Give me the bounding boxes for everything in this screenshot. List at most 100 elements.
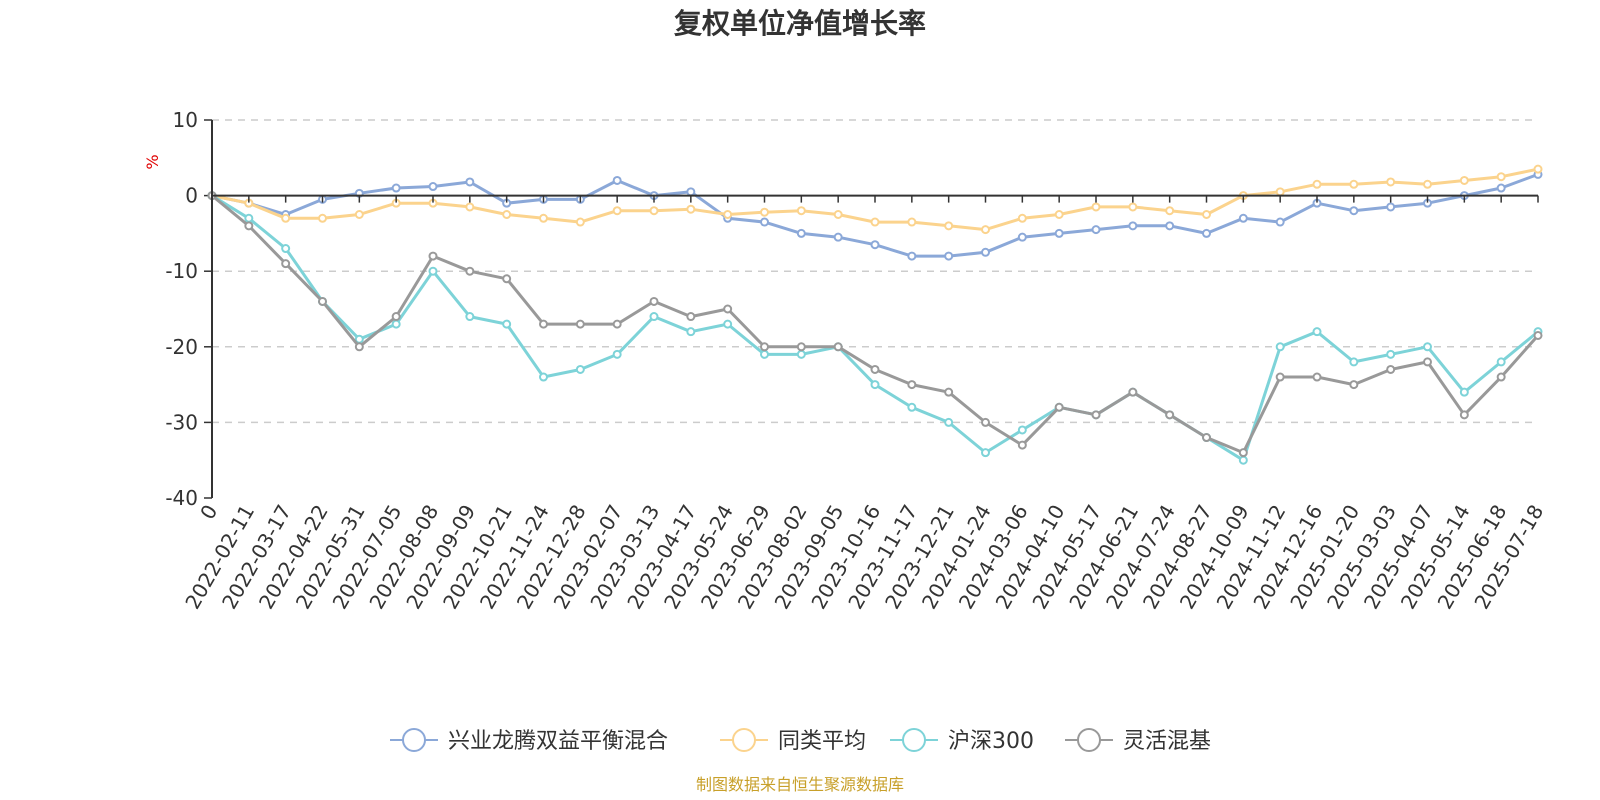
data-point — [944, 387, 954, 397]
y-axis-unit: % — [143, 154, 162, 169]
data-point — [1275, 217, 1285, 227]
data-point — [723, 210, 733, 219]
series-line — [211, 194, 1539, 462]
data-point — [870, 217, 880, 227]
data-point — [686, 312, 696, 322]
data-point — [1202, 210, 1211, 219]
data-point — [1165, 410, 1175, 420]
data-point — [1423, 179, 1432, 189]
data-point — [1128, 387, 1138, 397]
data-point — [1496, 172, 1506, 182]
series-line — [211, 194, 1540, 455]
data-point — [1238, 448, 1248, 458]
data-point — [612, 175, 622, 185]
data-point — [465, 312, 475, 322]
data-point — [1017, 425, 1027, 435]
data-point — [612, 319, 622, 329]
data-point — [502, 210, 512, 219]
data-point — [907, 402, 917, 412]
data-point — [870, 240, 880, 250]
data-point — [1533, 330, 1543, 340]
legend-marker — [1077, 728, 1101, 752]
data-point — [428, 266, 438, 276]
data-point — [281, 213, 291, 223]
data-point — [796, 206, 806, 216]
data-point — [944, 221, 954, 231]
data-point — [723, 304, 733, 314]
data-point — [1312, 179, 1322, 189]
data-point — [539, 372, 548, 382]
y-axis: 10 0 -10 -20 -30 -40 — [165, 108, 212, 510]
data-point — [649, 296, 659, 306]
data-point — [649, 312, 659, 322]
data-point — [1423, 342, 1432, 352]
data-point — [981, 448, 990, 458]
data-point — [1386, 202, 1396, 212]
data-point — [1423, 357, 1432, 367]
legend[interactable]: 兴业龙腾双益平衡混合 同类平均 沪深300 灵活混基 — [390, 728, 1211, 754]
data-point — [428, 182, 438, 192]
legend-item[interactable]: 灵活混基 — [1065, 728, 1211, 754]
data-point — [686, 327, 696, 337]
data-point — [1017, 213, 1027, 223]
legend-item[interactable]: 兴业龙腾双益平衡混合 — [390, 728, 668, 754]
data-point — [1459, 387, 1469, 397]
legend-marker — [902, 728, 926, 752]
data-source: 制图数据来自恒生聚源数据库 — [696, 775, 904, 794]
data-point — [760, 349, 769, 359]
data-point — [281, 259, 291, 269]
data-point — [318, 213, 327, 223]
data-point — [686, 204, 696, 214]
data-point — [539, 319, 548, 329]
data-point — [981, 225, 990, 235]
legend-marker — [402, 728, 426, 752]
data-point — [796, 342, 806, 352]
data-point — [760, 217, 769, 227]
data-point — [686, 187, 696, 197]
data-point — [1496, 357, 1506, 367]
data-point — [981, 417, 990, 427]
data-point — [1128, 221, 1138, 231]
data-point — [575, 364, 585, 374]
data-point — [796, 228, 806, 238]
data-point — [612, 349, 622, 359]
data-point — [1349, 380, 1359, 390]
data-point — [1349, 357, 1359, 367]
data-point — [833, 210, 843, 219]
data-point — [1017, 440, 1027, 450]
y-tick-label: -20 — [165, 335, 198, 359]
data-point — [796, 349, 806, 359]
data-point — [1349, 206, 1359, 216]
data-point — [1496, 372, 1506, 382]
data-point — [575, 319, 585, 329]
data-point — [649, 206, 659, 216]
legend-label: 同类平均 — [778, 729, 866, 754]
legend-item[interactable]: 沪深300 — [890, 728, 1034, 754]
data-point — [1128, 202, 1138, 212]
data-point — [465, 177, 475, 187]
data-point — [760, 342, 769, 352]
y-tick-label: -30 — [165, 410, 198, 434]
data-point — [502, 319, 512, 329]
data-point — [354, 342, 364, 352]
data-point — [391, 183, 401, 193]
data-point — [1496, 183, 1506, 193]
data-point — [907, 380, 917, 390]
data-point — [465, 266, 475, 276]
data-point — [539, 213, 548, 223]
data-point — [907, 251, 917, 261]
data-point — [391, 319, 401, 329]
x-tick-label: 0 — [195, 501, 222, 524]
data-point — [502, 274, 512, 284]
data-point — [1533, 164, 1543, 174]
data-point — [612, 206, 622, 216]
data-point — [1238, 213, 1248, 223]
data-point — [575, 217, 585, 227]
data-point — [1312, 327, 1322, 337]
data-point — [1459, 410, 1469, 420]
y-tick-label: 0 — [185, 184, 198, 208]
data-point — [833, 232, 843, 242]
legend-item[interactable]: 同类平均 — [720, 728, 866, 754]
data-point — [1386, 364, 1396, 374]
